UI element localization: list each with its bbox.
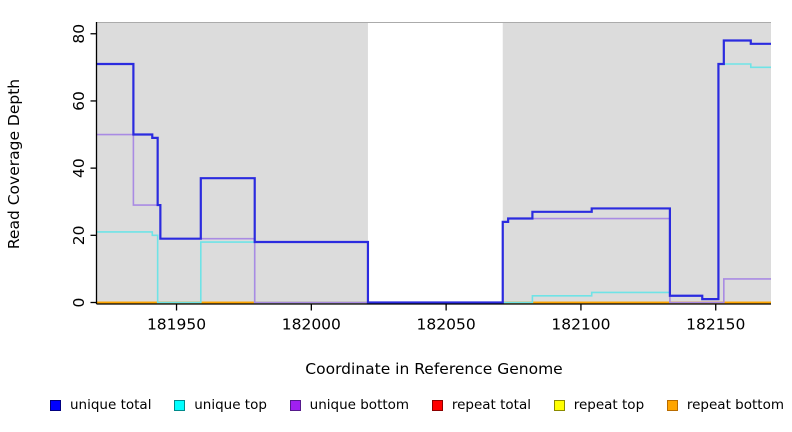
svg-text:181950: 181950	[147, 316, 206, 334]
legend-item-unique-total: unique total	[50, 397, 151, 413]
legend-item-repeat-top: repeat top	[553, 397, 645, 413]
unique-top-swatch-icon	[174, 399, 186, 411]
svg-text:182150: 182150	[686, 316, 745, 334]
legend-item-unique-top: unique top	[174, 397, 267, 413]
svg-text:20: 20	[70, 225, 88, 245]
svg-text:182100: 182100	[551, 316, 610, 334]
repeat-bottom-swatch-icon	[666, 399, 678, 411]
svg-text:60: 60	[70, 91, 88, 111]
y-axis-title: Read Coverage Depth	[5, 78, 23, 250]
legend-label: repeat bottom	[686, 397, 784, 413]
legend-item-repeat-total: repeat total	[431, 397, 531, 413]
legend-label: unique bottom	[309, 397, 410, 413]
unique-total-swatch-icon	[50, 399, 61, 411]
legend-label: unique total	[70, 397, 152, 413]
repeat-top-swatch-icon	[553, 399, 565, 411]
legend: unique total unique top unique bottom re…	[50, 397, 784, 413]
svg-text:40: 40	[70, 158, 88, 178]
svg-text:182050: 182050	[417, 316, 476, 334]
svg-text:0: 0	[70, 298, 88, 308]
legend-item-unique-bottom: unique bottom	[289, 397, 410, 413]
legend-label: repeat top	[573, 397, 645, 413]
legend-label: unique top	[194, 397, 267, 413]
legend-item-repeat-bottom: repeat bottom	[666, 397, 784, 413]
svg-text:182000: 182000	[282, 316, 341, 334]
x-axis-title: Coordinate in Reference Genome	[305, 360, 563, 378]
legend-label: repeat total	[451, 397, 531, 413]
repeat-total-swatch-icon	[431, 399, 443, 411]
svg-text:80: 80	[70, 24, 88, 44]
unique-bottom-swatch-icon	[289, 399, 301, 411]
